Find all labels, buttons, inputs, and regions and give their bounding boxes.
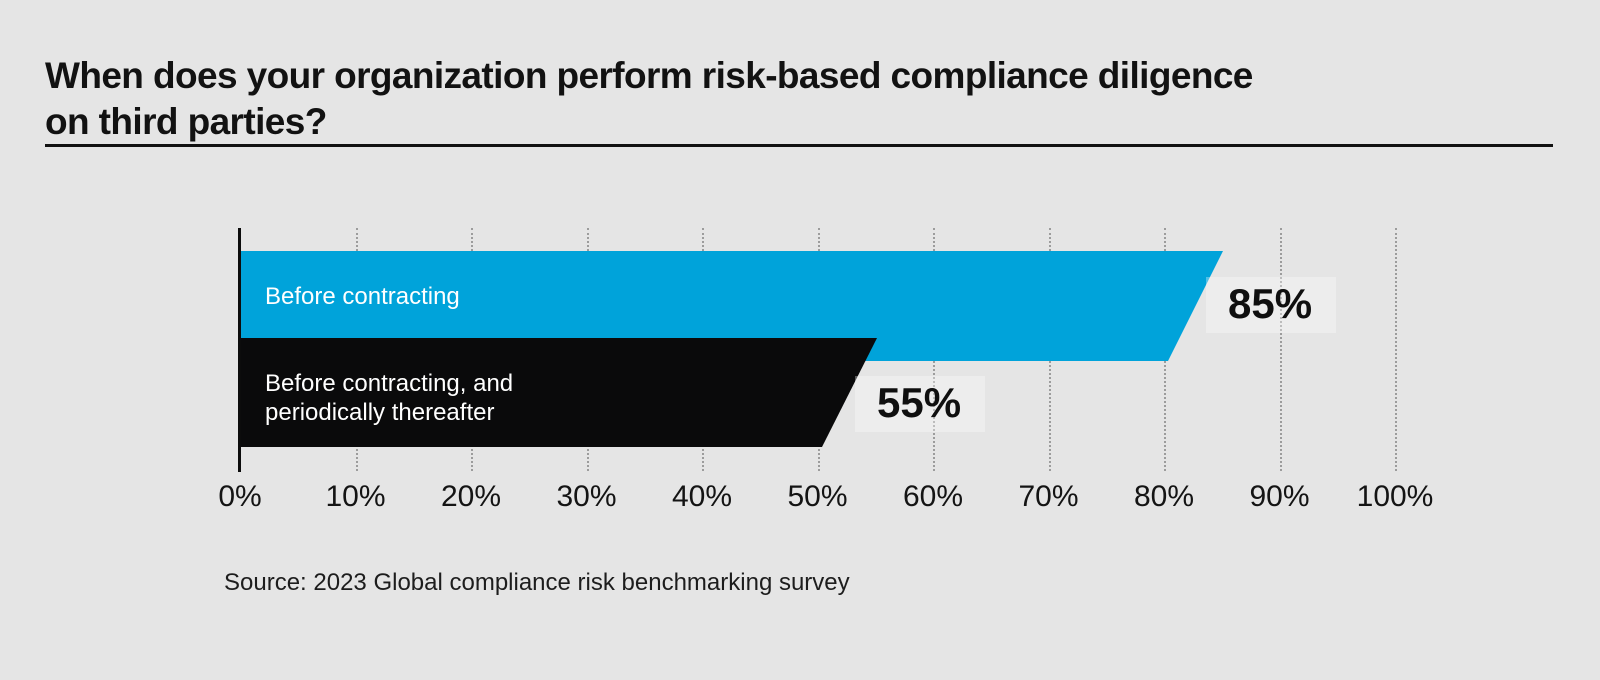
page-title-line2: on third parties? [45, 100, 327, 142]
source-note: Source: 2023 Global compliance risk benc… [224, 569, 850, 596]
value-label-85: 85% [1206, 277, 1337, 333]
x-tick-20%: 20% [440, 480, 502, 513]
x-tick-10%: 10% [325, 480, 386, 513]
x-tick-100%: 100% [1356, 480, 1434, 513]
x-tick-70%: 70% [1018, 480, 1079, 513]
bar-label-before-contracting-and-periodically: Before contracting, and periodically ther… [265, 369, 513, 427]
gridline-100% [1395, 228, 1397, 471]
title-divider [45, 144, 1553, 147]
bar-label-line1: Before contracting, and [265, 370, 514, 397]
x-tick-90%: 90% [1249, 480, 1310, 513]
x-tick-60%: 60% [902, 480, 964, 513]
bar-before-contracting-and-periodically [240, 338, 877, 447]
x-tick-40%: 40% [671, 480, 733, 513]
bar-label-before-contracting: Before contracting [265, 283, 460, 310]
x-tick-50%: 50% [787, 480, 848, 513]
page-title: When does your organization perform risk… [45, 53, 1375, 145]
y-axis-line [238, 228, 241, 472]
x-tick-0%: 0% [218, 480, 262, 513]
value-label-55: 55% [855, 376, 986, 432]
bar-label-line2: periodically thereafter [265, 399, 495, 426]
gridline-90% [1279, 228, 1282, 471]
x-tick-80%: 80% [1133, 480, 1195, 513]
x-tick-30%: 30% [556, 480, 617, 513]
page-title-line1: When does your organization perform risk… [45, 54, 1253, 96]
